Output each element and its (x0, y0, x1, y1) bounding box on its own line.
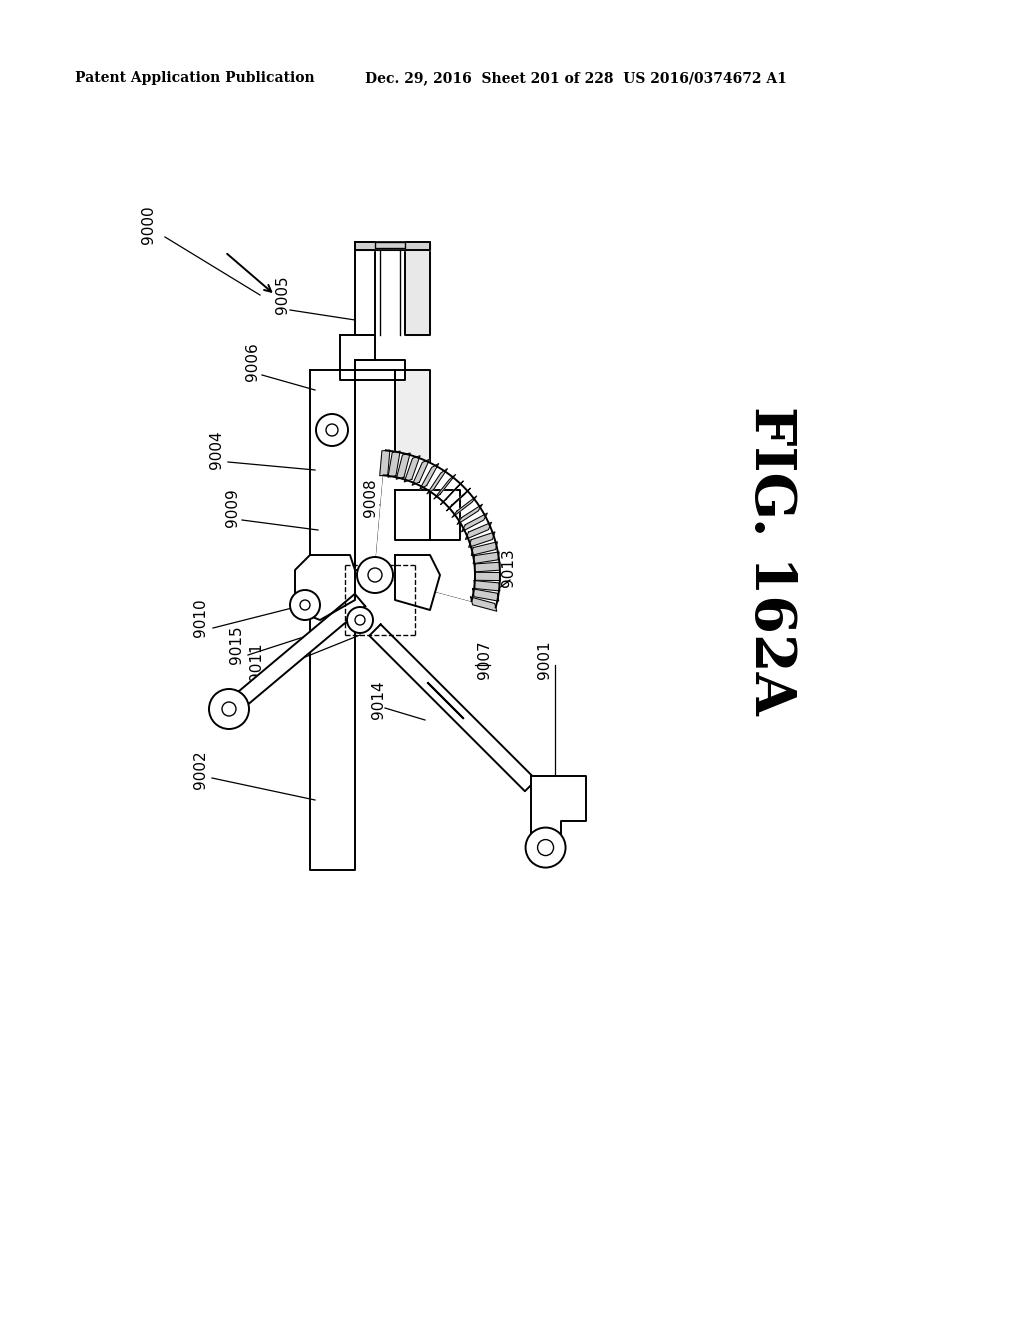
Polygon shape (466, 523, 492, 540)
Polygon shape (452, 496, 477, 517)
Polygon shape (473, 552, 499, 564)
Circle shape (347, 607, 373, 634)
Polygon shape (440, 480, 463, 504)
Circle shape (355, 615, 365, 624)
Text: 9006: 9006 (245, 343, 259, 381)
Polygon shape (310, 570, 355, 870)
Polygon shape (224, 594, 366, 715)
Polygon shape (471, 597, 497, 611)
Polygon shape (375, 242, 406, 248)
Polygon shape (295, 554, 355, 620)
Polygon shape (375, 450, 500, 607)
Text: 9007: 9007 (477, 640, 493, 680)
Polygon shape (474, 581, 500, 591)
Polygon shape (340, 335, 375, 380)
Text: 9004: 9004 (210, 430, 224, 470)
Text: Dec. 29, 2016  Sheet 201 of 228  US 2016/0374672 A1: Dec. 29, 2016 Sheet 201 of 228 US 2016/0… (365, 71, 786, 84)
Circle shape (357, 557, 393, 593)
Polygon shape (395, 554, 440, 610)
Text: 9009: 9009 (224, 488, 240, 528)
Polygon shape (427, 469, 447, 494)
Polygon shape (406, 242, 430, 335)
Polygon shape (434, 474, 456, 499)
Circle shape (222, 702, 236, 715)
Polygon shape (412, 459, 430, 486)
Text: 9012: 9012 (399, 529, 415, 568)
Text: 9000: 9000 (140, 206, 156, 244)
Polygon shape (380, 450, 390, 475)
Polygon shape (355, 360, 406, 380)
Polygon shape (473, 589, 499, 601)
Polygon shape (355, 370, 395, 570)
Circle shape (300, 601, 310, 610)
Polygon shape (530, 776, 586, 836)
Circle shape (316, 414, 348, 446)
Circle shape (209, 689, 249, 729)
Polygon shape (471, 541, 498, 556)
Text: 9010: 9010 (193, 599, 208, 638)
Text: 9008: 9008 (362, 479, 378, 517)
Polygon shape (355, 242, 430, 249)
Text: 9014: 9014 (371, 681, 385, 719)
Polygon shape (404, 455, 420, 482)
Text: FIG. 162A: FIG. 162A (742, 405, 798, 714)
Polygon shape (474, 562, 500, 572)
Polygon shape (469, 532, 495, 548)
Circle shape (538, 840, 554, 855)
Polygon shape (457, 504, 482, 524)
Circle shape (525, 828, 565, 867)
Text: 9005: 9005 (274, 276, 290, 314)
Polygon shape (395, 370, 430, 570)
Polygon shape (430, 490, 460, 540)
Polygon shape (462, 513, 487, 532)
Polygon shape (420, 463, 438, 490)
Circle shape (290, 590, 319, 620)
Text: 9015: 9015 (229, 626, 245, 664)
Text: Patent Application Publication: Patent Application Publication (75, 71, 314, 84)
Polygon shape (475, 573, 500, 581)
Polygon shape (388, 451, 400, 477)
Circle shape (368, 568, 382, 582)
Polygon shape (310, 370, 355, 570)
Polygon shape (396, 453, 411, 479)
Text: 9002: 9002 (193, 751, 208, 789)
Polygon shape (355, 242, 375, 335)
Text: 9013: 9013 (501, 549, 515, 587)
Text: 9011: 9011 (250, 643, 264, 681)
Circle shape (326, 424, 338, 436)
Text: 9001: 9001 (538, 640, 553, 680)
Polygon shape (370, 624, 537, 791)
Polygon shape (395, 490, 430, 540)
Polygon shape (446, 488, 470, 511)
